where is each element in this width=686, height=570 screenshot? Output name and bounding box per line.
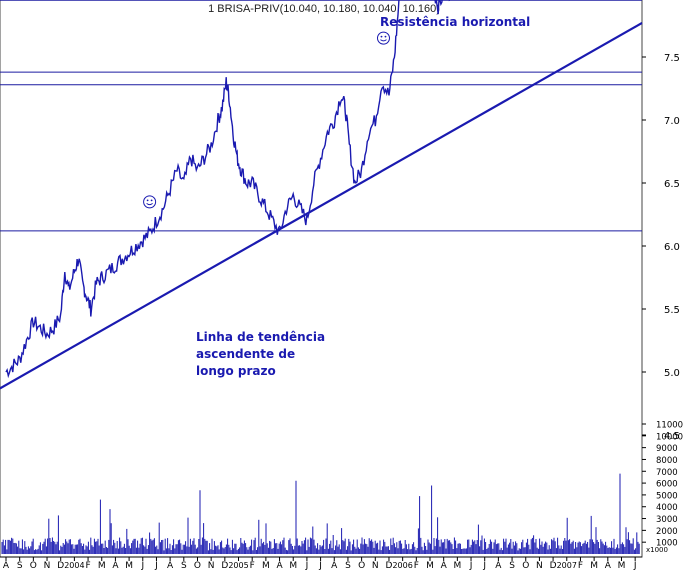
month-tick-label: D (550, 561, 557, 570)
month-tick-label: J (318, 561, 322, 570)
month-tick-label: J (305, 561, 309, 570)
volume-tick-label: 9000 (656, 444, 678, 454)
month-tick-label: N (208, 561, 215, 570)
volume-unit-label: x1000 (646, 546, 668, 554)
month-tick-label: A (495, 561, 502, 570)
month-tick-label: F (578, 561, 583, 570)
month-tick-label: M (289, 561, 297, 570)
month-tick-label: A (441, 561, 448, 570)
month-tick-label: N (44, 561, 51, 570)
month-tick-label: M (125, 561, 133, 570)
month-tick-label: F (250, 561, 255, 570)
month-tick-label: O (194, 561, 201, 570)
price-tick-label: 7.0 (664, 116, 680, 127)
price-line (5, 0, 452, 379)
month-tick-label: F (85, 561, 90, 570)
price-tick-label: 5.0 (664, 368, 680, 379)
month-tick-label: M (426, 561, 434, 570)
chart-title: 1 BRISA-PRIV(10.040, 10.180, 10.040, 10.… (208, 3, 440, 15)
trend-line (0, 22, 643, 390)
month-tick-label: 2004 (64, 561, 84, 570)
month-tick-label: J (154, 561, 158, 570)
month-tick-label: A (112, 561, 119, 570)
volume-tick-label: 3000 (656, 515, 678, 525)
price-tick-label: 6.0 (664, 242, 680, 253)
month-tick-label: M (453, 561, 461, 570)
trend-line-path (0, 22, 643, 390)
trend-label-line1: Linha de tendência (196, 330, 325, 344)
month-axis: A S O N D 2004 F M A M J J A S O N D 2005 F M A M J J A S O N D 2006 F… (0, 556, 642, 570)
month-tick-label: J (140, 561, 144, 570)
volume-tick-label: 11000 (656, 421, 683, 431)
month-tick-label: F (414, 561, 419, 570)
month-tick-label: S (509, 561, 515, 570)
month-tick-label: A (167, 561, 174, 570)
month-tick-label: D (221, 561, 228, 570)
month-tick-label: M (98, 561, 106, 570)
volume-tick-label: 1000 (656, 539, 678, 549)
month-tick-label: N (536, 561, 543, 570)
month-tick-label: A (276, 561, 283, 570)
month-tick-label: O (522, 561, 529, 570)
volume-tick-label: 6000 (656, 480, 678, 490)
volume-tick-label: 2000 (656, 527, 678, 537)
trend-label-line3: longo prazo (196, 364, 276, 378)
month-tick-label: A (605, 561, 612, 570)
trend-label-line2: ascendente de (196, 347, 295, 361)
month-tick-label: 2005 (228, 561, 248, 570)
price-tick-label: 6.5 (664, 179, 680, 190)
price-axis: 4.55.05.56.06.57.07.58.08.59.09.510.010.… (642, 0, 680, 442)
month-tick-label: O (30, 561, 37, 570)
volume-tick-label: 5000 (656, 491, 678, 501)
plot-frame (0, 0, 643, 558)
month-tick-label: D (385, 561, 392, 570)
month-tick-label: A (3, 561, 10, 570)
smiley-icon (143, 195, 157, 209)
month-tick-label: O (358, 561, 365, 570)
month-tick-label: 2007 (557, 561, 577, 570)
month-tick-label: J (469, 561, 473, 570)
month-tick-label: S (345, 561, 351, 570)
month-tick-label: N (372, 561, 379, 570)
volume-bars (1, 473, 640, 554)
month-tick-label: D (57, 561, 64, 570)
volume-tick-label: 8000 (656, 456, 678, 466)
month-tick-label: M (618, 561, 626, 570)
price-tick-label: 4.5 (664, 431, 680, 442)
price-series (5, 0, 452, 379)
price-tick-label: 5.5 (664, 305, 680, 316)
month-tick-label: 2006 (392, 561, 412, 570)
smileys (143, 31, 390, 209)
month-tick-label: M (262, 561, 270, 570)
price-tick-label: 8.0 (664, 0, 680, 1)
month-tick-label: S (181, 561, 187, 570)
volume-tick-label: 10000 (656, 432, 683, 442)
volume-tick-label: 4000 (656, 503, 678, 513)
month-tick-label: M (590, 561, 598, 570)
month-tick-label: A (331, 561, 338, 570)
resistance-label: Resistência horizontal (380, 15, 530, 29)
month-tick-label: S (17, 561, 23, 570)
month-tick-label: J (633, 561, 637, 570)
month-tick-label: J (482, 561, 486, 570)
smiley-icon (376, 31, 390, 45)
volume-tick-label: 7000 (656, 468, 678, 478)
horizontal-levels (0, 0, 642, 232)
price-tick-label: 7.5 (664, 53, 680, 64)
